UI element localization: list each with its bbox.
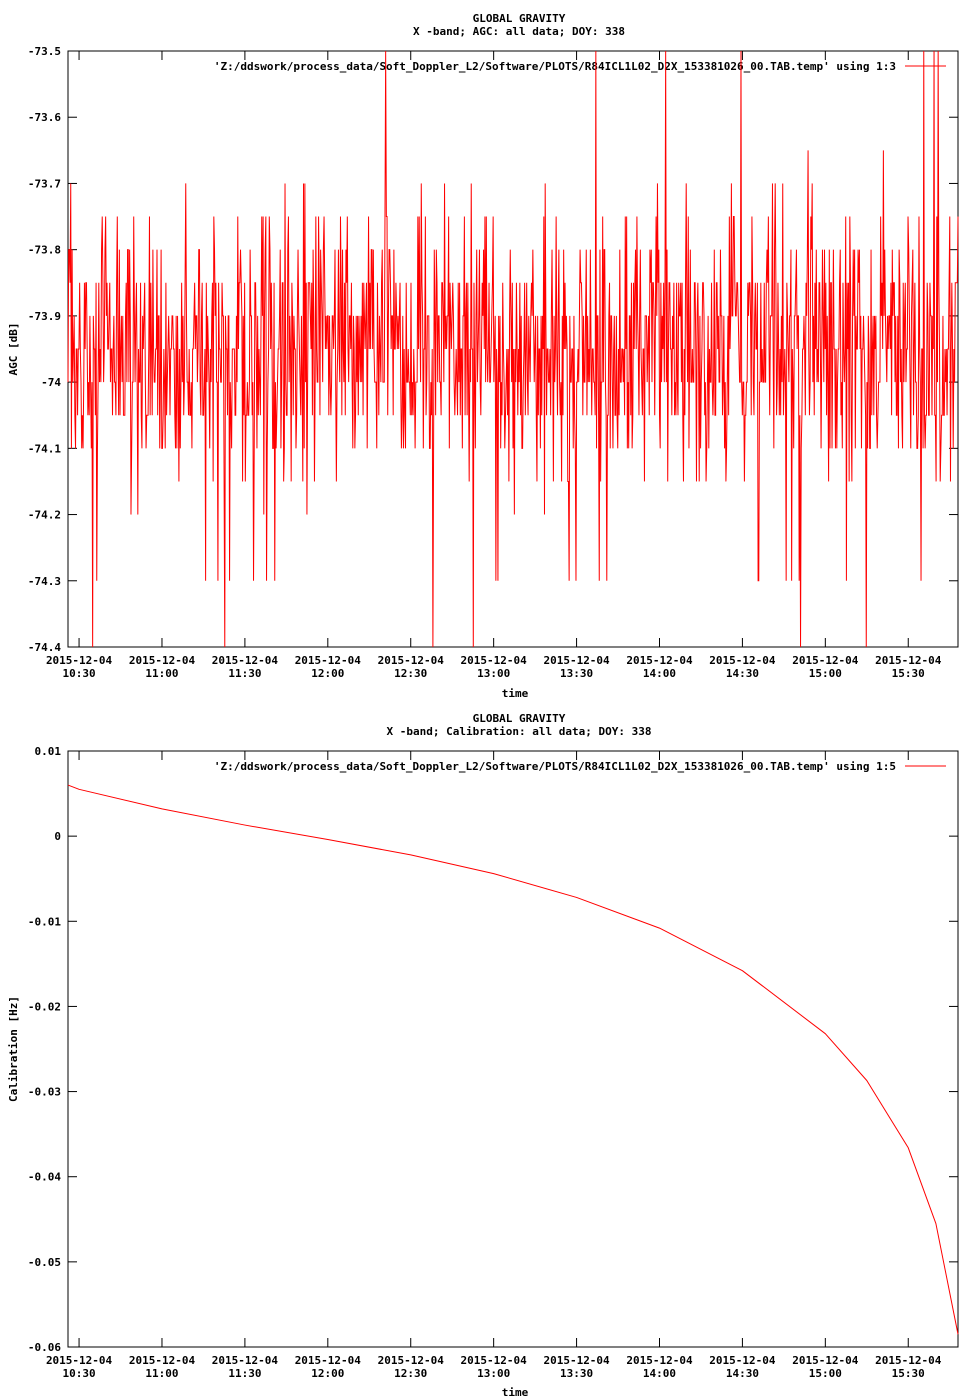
agc-series-line [67, 50, 959, 648]
x-tick-date: 2015-12-04 [46, 654, 113, 667]
y-tick-label: -73.5 [28, 45, 61, 58]
chart-title: GLOBAL GRAVITY [473, 712, 566, 725]
x-tick-date: 2015-12-04 [709, 1354, 776, 1367]
y-axis-label: AGC [dB] [7, 323, 20, 376]
x-tick-time: 13:00 [477, 667, 510, 680]
x-tick-time: 15:00 [809, 667, 842, 680]
y-tick-label: 0.01 [35, 745, 62, 758]
x-tick-date: 2015-12-04 [461, 1354, 528, 1367]
y-tick-label: -0.05 [28, 1256, 61, 1269]
x-tick-date: 2015-12-04 [875, 1354, 942, 1367]
y-tick-label: -0.04 [28, 1171, 61, 1184]
x-tick-date: 2015-12-04 [792, 654, 859, 667]
x-tick-date: 2015-12-04 [212, 1354, 279, 1367]
x-tick-time: 13:30 [560, 1367, 593, 1380]
x-tick-time: 14:00 [643, 1367, 676, 1380]
x-tick-date: 2015-12-04 [295, 1354, 362, 1367]
x-tick-date: 2015-12-04 [792, 1354, 859, 1367]
y-tick-label: -0.06 [28, 1341, 61, 1354]
x-tick-time: 12:30 [394, 667, 427, 680]
x-tick-time: 11:00 [145, 1367, 178, 1380]
x-tick-date: 2015-12-04 [212, 654, 279, 667]
chart-subtitle: X -band; Calibration: all data; DOY: 338 [387, 725, 652, 738]
x-tick-time: 14:00 [643, 667, 676, 680]
x-tick-date: 2015-12-04 [626, 654, 693, 667]
chart-title: GLOBAL GRAVITY [473, 12, 566, 25]
calibration-series-line [67, 784, 959, 1335]
x-tick-date: 2015-12-04 [378, 654, 445, 667]
x-tick-time: 12:30 [394, 1367, 427, 1380]
x-tick-time: 13:00 [477, 1367, 510, 1380]
x-tick-date: 2015-12-04 [378, 1354, 445, 1367]
y-tick-label: -73.9 [28, 310, 61, 323]
x-tick-date: 2015-12-04 [295, 654, 362, 667]
x-tick-date: 2015-12-04 [626, 1354, 693, 1367]
x-tick-time: 10:30 [62, 1367, 95, 1380]
x-tick-date: 2015-12-04 [461, 654, 528, 667]
x-tick-time: 12:00 [311, 667, 344, 680]
x-tick-time: 15:30 [892, 667, 925, 680]
x-tick-date: 2015-12-04 [46, 1354, 113, 1367]
x-tick-time: 15:30 [892, 1367, 925, 1380]
x-tick-time: 14:30 [726, 667, 759, 680]
x-tick-date: 2015-12-04 [129, 1354, 196, 1367]
y-tick-label: -74.3 [28, 575, 61, 588]
x-tick-date: 2015-12-04 [129, 654, 196, 667]
y-tick-label: -74 [41, 376, 61, 389]
x-tick-date: 2015-12-04 [543, 1354, 610, 1367]
y-axis-label: Calibration [Hz] [7, 996, 20, 1102]
x-tick-time: 14:30 [726, 1367, 759, 1380]
x-tick-date: 2015-12-04 [875, 654, 942, 667]
x-axis-label: time [502, 687, 529, 700]
y-tick-label: -0.01 [28, 915, 61, 928]
y-tick-label: -73.8 [28, 244, 61, 257]
x-tick-time: 10:30 [62, 667, 95, 680]
y-tick-label: -0.02 [28, 1000, 61, 1013]
legend-label: 'Z:/ddswork/process_data/Soft_Doppler_L2… [214, 60, 896, 73]
y-tick-label: -73.7 [28, 177, 61, 190]
y-tick-label: -74.4 [28, 641, 61, 654]
x-tick-date: 2015-12-04 [709, 654, 776, 667]
x-tick-date: 2015-12-04 [543, 654, 610, 667]
x-tick-time: 12:00 [311, 1367, 344, 1380]
x-tick-time: 11:30 [228, 667, 261, 680]
x-tick-time: 13:30 [560, 667, 593, 680]
y-tick-label: -0.03 [28, 1086, 61, 1099]
x-tick-time: 15:00 [809, 1367, 842, 1380]
x-axis-label: time [502, 1386, 529, 1399]
legend-label: 'Z:/ddswork/process_data/Soft_Doppler_L2… [214, 760, 896, 773]
plot-frame [67, 750, 959, 1348]
y-tick-label: -74.2 [28, 509, 61, 522]
y-tick-label: -73.6 [28, 111, 61, 124]
x-tick-time: 11:30 [228, 1367, 261, 1380]
y-tick-label: 0 [54, 830, 61, 843]
x-tick-time: 11:00 [145, 667, 178, 680]
chart-subtitle: X -band; AGC: all data; DOY: 338 [413, 25, 625, 38]
y-tick-label: -74.1 [28, 442, 61, 455]
